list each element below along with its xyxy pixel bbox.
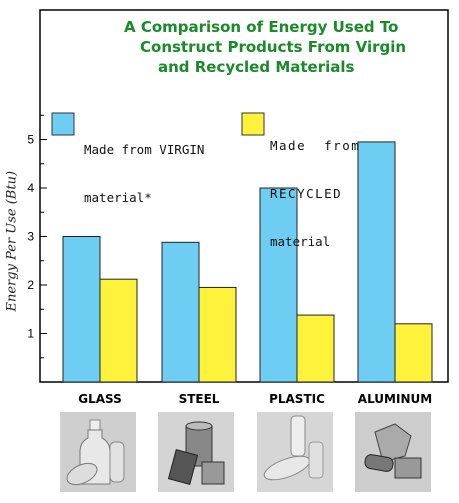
legend-recycled-line-2: RECYCLED (270, 186, 343, 201)
y-tick-label: 4 (27, 181, 34, 195)
y-tick-label: 5 (27, 133, 34, 147)
bar-steel-virgin (161, 241, 200, 383)
bar-steel-recycled (198, 286, 237, 383)
legend-recycled-line-1: Made from (270, 138, 361, 153)
legend-recycled-line-3: material (270, 234, 331, 249)
bar-glass-virgin (62, 236, 101, 383)
y-tick-label: 3 (27, 230, 34, 244)
legend-virgin-line-1: Made from VIRGIN (84, 142, 205, 157)
legend-swatch-recycled (241, 112, 265, 136)
bar-aluminum-virgin (357, 141, 396, 383)
glass-bottles-photo-icon (60, 412, 136, 492)
chart-title-line-2: Construct Products From Virgin (140, 38, 407, 56)
steel-cans-photo-icon (158, 412, 234, 492)
chart-title-line-1: A Comparison of Energy Used To (124, 18, 399, 36)
bar-glass-recycled (99, 278, 138, 383)
legend-swatch-virgin (51, 112, 75, 136)
y-tick-label: 1 (27, 327, 34, 341)
y-axis-label: Energy Per Use (Btu) (4, 170, 20, 312)
bar-plastic-virgin (259, 187, 298, 383)
x-category-label-plastic: PLASTIC (269, 392, 325, 406)
chart-title-line-3: and Recycled Materials (158, 58, 355, 76)
plot-frame (39, 9, 449, 383)
bar-aluminum-recycled (394, 323, 433, 383)
x-category-label-aluminum: ALUMINUM (358, 392, 432, 406)
x-category-label-glass: GLASS (78, 392, 122, 406)
y-tick-label: 2 (27, 278, 34, 292)
legend-label-virgin: Made from VIRGIN material* (84, 110, 204, 222)
legend-label-recycled: Made from RECYCLED material (270, 106, 360, 266)
x-category-label-steel: STEEL (179, 392, 220, 406)
plastic-bottles-photo-icon (257, 412, 333, 492)
bar-plastic-recycled (296, 314, 335, 383)
legend-virgin-line-2: material* (84, 190, 152, 205)
aluminum-cans-photo-icon (355, 412, 431, 492)
